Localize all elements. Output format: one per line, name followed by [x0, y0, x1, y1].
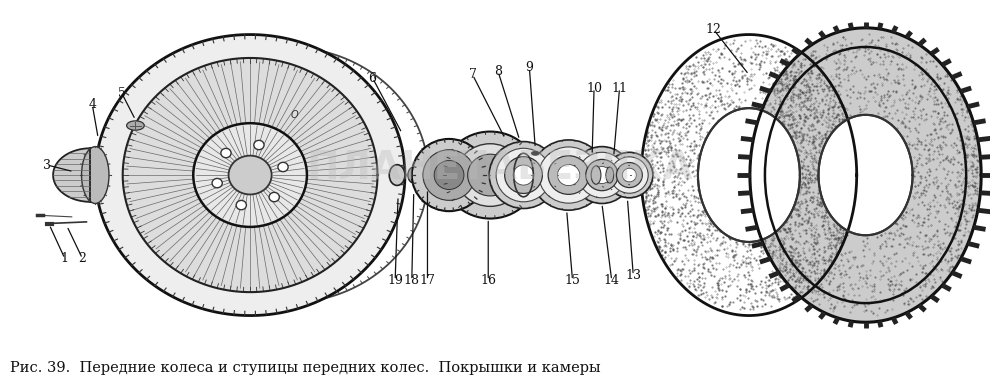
Ellipse shape	[573, 147, 631, 203]
Text: 9: 9	[525, 61, 533, 75]
Ellipse shape	[456, 144, 524, 206]
Text: 4: 4	[88, 98, 96, 111]
Ellipse shape	[548, 156, 589, 194]
Ellipse shape	[606, 152, 653, 198]
Text: 2: 2	[79, 252, 86, 265]
Ellipse shape	[95, 35, 405, 315]
Ellipse shape	[496, 148, 551, 202]
Polygon shape	[53, 148, 90, 202]
Text: 17: 17	[420, 274, 435, 287]
Text: 8: 8	[494, 65, 502, 78]
Ellipse shape	[593, 166, 611, 184]
Ellipse shape	[269, 193, 279, 202]
Ellipse shape	[622, 168, 636, 182]
Ellipse shape	[586, 159, 618, 191]
Text: 16: 16	[480, 274, 496, 287]
Ellipse shape	[254, 140, 264, 150]
Ellipse shape	[236, 200, 246, 210]
Ellipse shape	[531, 151, 539, 155]
Text: 11: 11	[612, 82, 628, 95]
Ellipse shape	[611, 157, 648, 193]
Ellipse shape	[412, 139, 486, 211]
Ellipse shape	[389, 165, 405, 186]
Text: 15: 15	[565, 274, 580, 287]
Text: Рис. 39.  Передние колеса и ступицы передних колес.  Покрышки и камеры: Рис. 39. Передние колеса и ступицы перед…	[10, 361, 601, 375]
Ellipse shape	[641, 35, 857, 315]
Ellipse shape	[531, 140, 606, 210]
Ellipse shape	[229, 156, 272, 194]
Ellipse shape	[212, 179, 222, 188]
Text: 3: 3	[43, 158, 51, 172]
Ellipse shape	[82, 147, 109, 203]
Text: 12: 12	[706, 23, 722, 36]
Ellipse shape	[578, 152, 625, 198]
Text: 1: 1	[61, 252, 69, 265]
Ellipse shape	[123, 58, 378, 292]
Text: ПЛАНЕТАБЕЗЯКА: ПЛАНЕТАБЕЗЯКА	[307, 149, 693, 187]
Ellipse shape	[505, 157, 542, 193]
Ellipse shape	[489, 142, 558, 209]
Text: 13: 13	[625, 269, 641, 282]
Ellipse shape	[468, 154, 513, 196]
Ellipse shape	[513, 165, 534, 185]
Text: O: O	[290, 110, 298, 120]
Ellipse shape	[127, 121, 144, 130]
Text: 6: 6	[369, 72, 377, 84]
Ellipse shape	[221, 148, 231, 158]
Ellipse shape	[591, 166, 601, 184]
Ellipse shape	[606, 167, 614, 183]
Ellipse shape	[422, 168, 431, 182]
Ellipse shape	[408, 167, 420, 183]
Ellipse shape	[434, 161, 464, 189]
Ellipse shape	[193, 123, 307, 227]
Ellipse shape	[539, 147, 598, 203]
Text: 18: 18	[404, 274, 420, 287]
Ellipse shape	[616, 163, 642, 187]
Ellipse shape	[818, 115, 913, 235]
Text: 5: 5	[118, 87, 126, 100]
Ellipse shape	[443, 131, 537, 219]
Text: 10: 10	[586, 82, 602, 95]
Ellipse shape	[750, 28, 981, 322]
Text: 7: 7	[469, 68, 476, 81]
Text: 19: 19	[387, 274, 403, 287]
Ellipse shape	[423, 150, 475, 200]
Ellipse shape	[698, 108, 800, 242]
Ellipse shape	[557, 165, 580, 186]
Text: 14: 14	[604, 274, 620, 287]
Ellipse shape	[278, 162, 288, 172]
